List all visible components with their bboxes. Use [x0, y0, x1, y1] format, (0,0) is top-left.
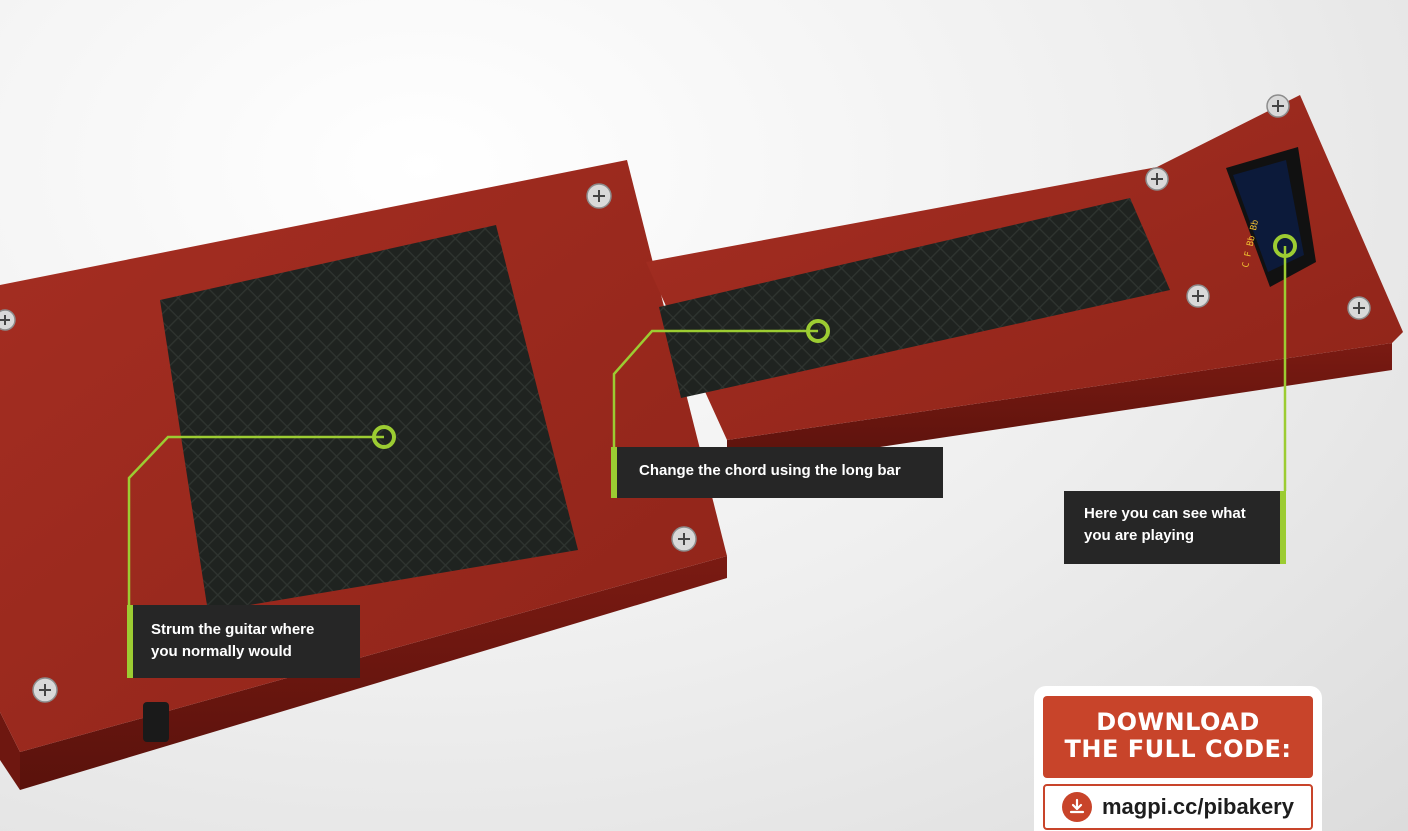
screw-icon — [1145, 167, 1169, 191]
callout-strum-line-1: Strum the guitar where — [151, 621, 315, 638]
download-url[interactable]: magpi.cc/pibakery — [1102, 794, 1294, 819]
display-marker — [1273, 234, 1297, 258]
screw-icon — [1186, 284, 1210, 308]
chord-leader — [612, 329, 818, 447]
screw-icon — [32, 677, 58, 703]
download-icon — [1062, 792, 1092, 822]
download-heading: DOWNLOAD THE FULL CODE: — [1043, 696, 1313, 778]
chord-bar — [659, 198, 1170, 398]
strum-leader — [127, 435, 384, 605]
screw-icon — [586, 183, 612, 209]
download-heading-line-1: DOWNLOAD — [1096, 708, 1260, 736]
chord-marker — [806, 319, 830, 343]
callout-display-line-1: Here you can see what — [1084, 505, 1246, 522]
strum-marker — [372, 425, 396, 449]
callout-chord-line-1: Change the chord using the long bar — [639, 462, 901, 479]
strum-pad — [160, 225, 578, 612]
callout-strum: Strum the guitar where you normally woul… — [127, 605, 360, 678]
guitar-body-side — [0, 343, 1392, 790]
screw-icon — [0, 309, 16, 331]
download-link[interactable]: magpi.cc/pibakery — [1043, 784, 1313, 830]
leader-lines — [127, 246, 1287, 605]
callout-chord: Change the chord using the long bar — [611, 447, 943, 498]
download-heading-line-2: THE FULL CODE: — [1064, 735, 1292, 763]
callout-strum-line-2: you normally would — [151, 643, 292, 660]
screw-icon — [671, 526, 697, 552]
screw-icon — [1347, 296, 1371, 320]
callout-display-line-2: you are playing — [1084, 527, 1195, 544]
callout-display: Here you can see what you are playing — [1064, 491, 1286, 564]
screw-icon — [1266, 94, 1290, 118]
screws — [0, 94, 1371, 703]
download-badge[interactable]: DOWNLOAD THE FULL CODE: magpi.cc/pibaker… — [1034, 686, 1322, 831]
power-switch — [143, 702, 169, 742]
leader-dots — [372, 234, 1297, 449]
